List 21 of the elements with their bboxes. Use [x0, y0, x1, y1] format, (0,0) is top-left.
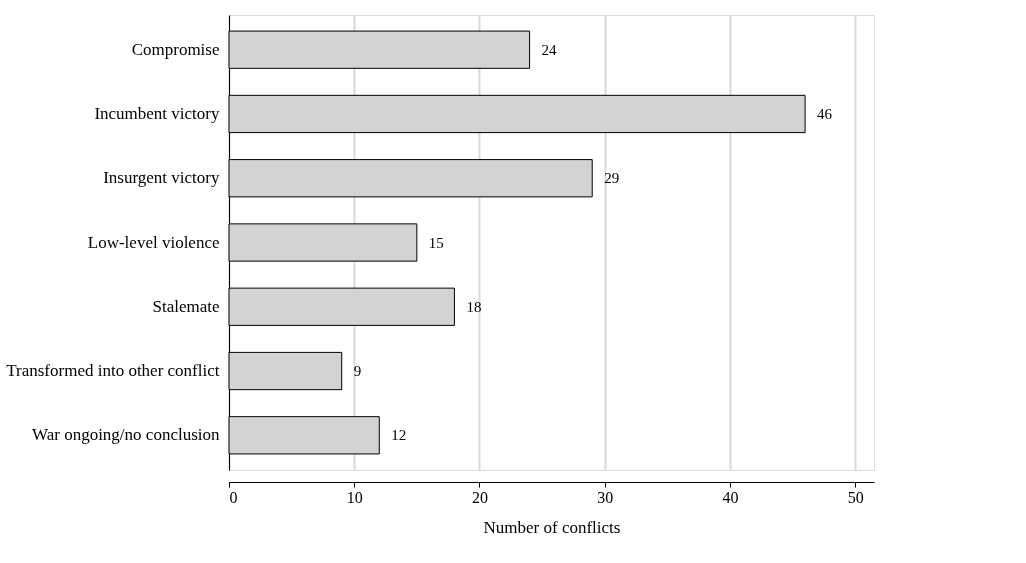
x-tick-label: 0 [229, 488, 238, 506]
x-tick-label: 30 [597, 488, 614, 506]
y-tick-label: War ongoing/no conclusion [32, 425, 220, 445]
data-label: 12 [391, 427, 407, 444]
y-tick-label: Stalemate [152, 296, 220, 316]
y-tick-label: Low-level violence [87, 232, 220, 252]
data-label: 9 [353, 363, 362, 380]
x-axis-title: Number of conflicts [483, 517, 621, 537]
data-label: 15 [428, 234, 444, 251]
y-tick-label: Transformed into other conflict [6, 361, 220, 381]
x-tick-label: 10 [346, 488, 363, 506]
x-tick-label: 40 [722, 488, 739, 506]
y-tick-label: Incumbent victory [94, 103, 220, 123]
data-label: 24 [541, 41, 558, 58]
x-tick-label: 20 [471, 488, 488, 506]
data-label: 18 [466, 298, 482, 315]
x-tick-label: 50 [847, 488, 864, 506]
data-label: 46 [817, 105, 833, 122]
y-tick-label: Compromise [131, 39, 220, 59]
data-label: 29 [604, 170, 620, 187]
y-tick-label: Insurgent victory [103, 168, 220, 188]
